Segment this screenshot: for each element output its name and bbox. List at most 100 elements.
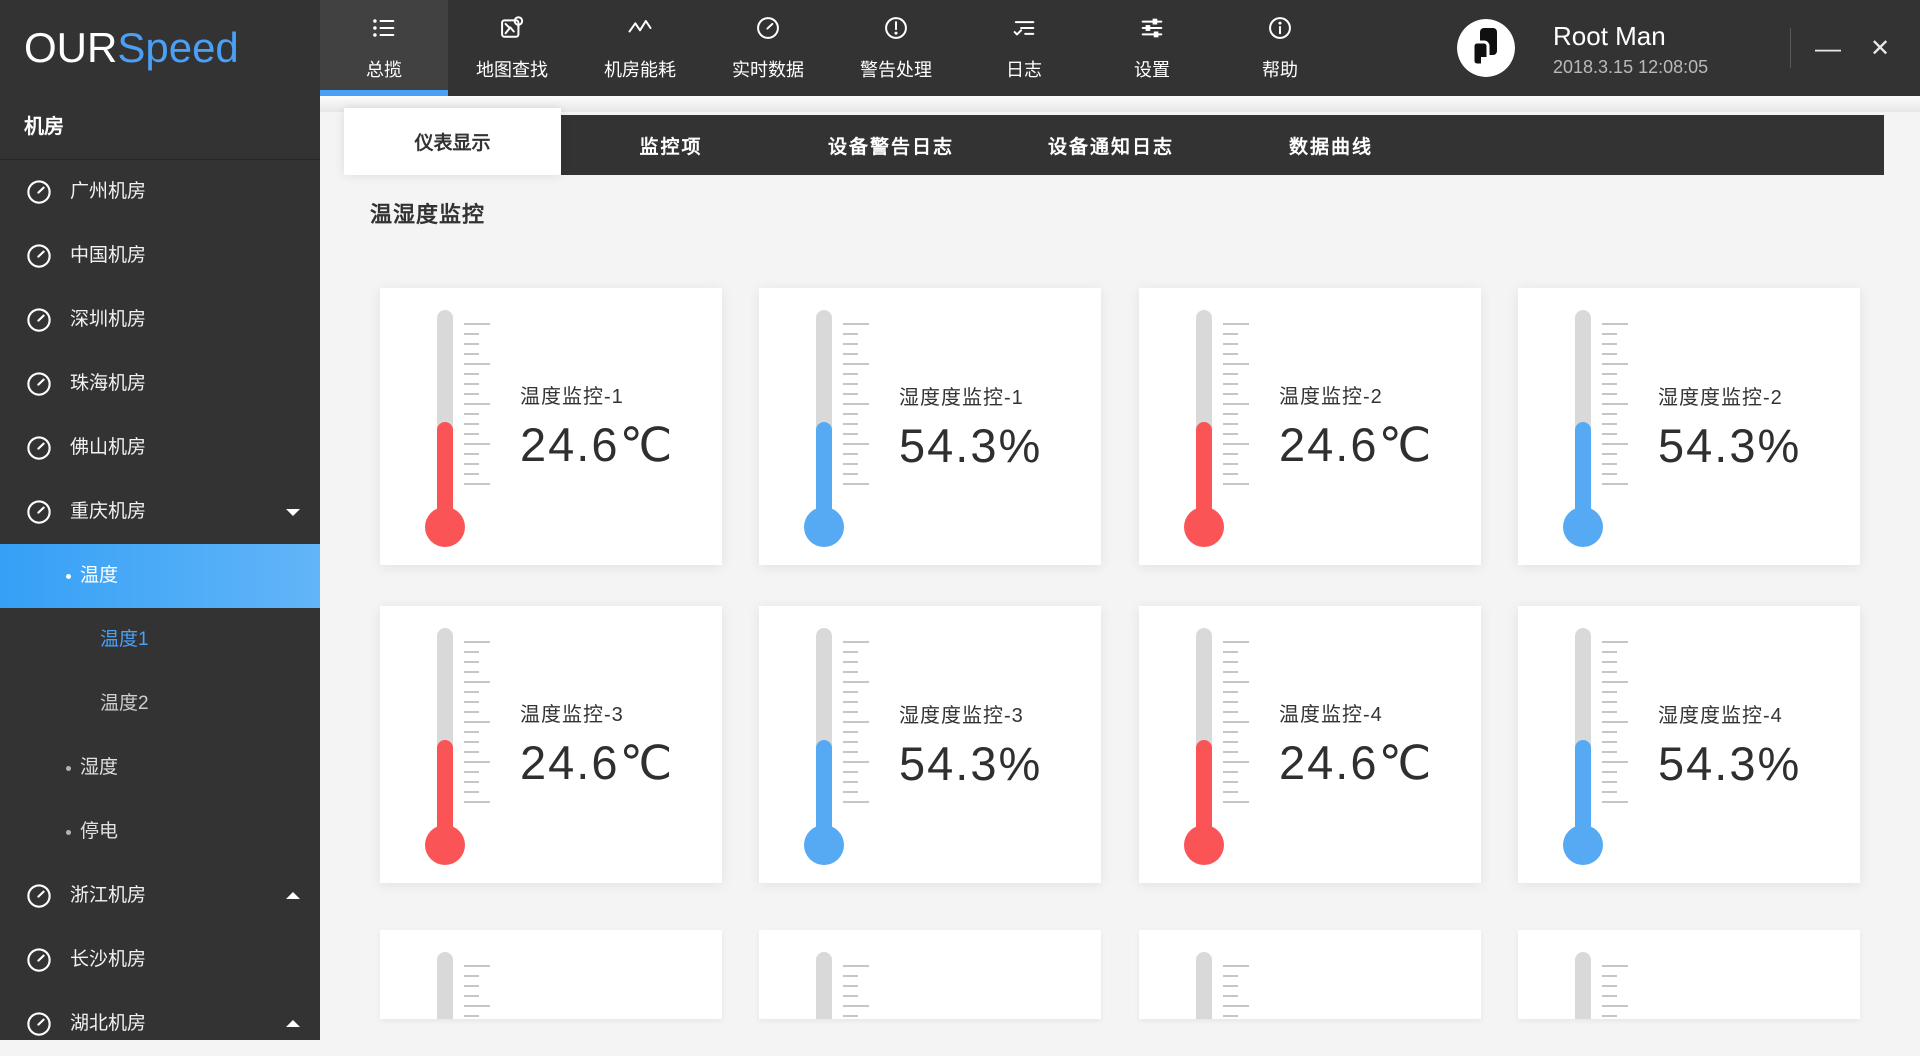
nav-item-realtime-data[interactable]: 实时数据 <box>704 0 832 96</box>
sidebar-item-zhuhai[interactable]: 珠海机房 <box>0 352 320 416</box>
sensor-title: 温度监控-2 <box>1279 386 1383 408</box>
chevron-up-icon[interactable] <box>286 892 300 899</box>
nav-label: 总揽 <box>366 60 402 80</box>
sensor-title: 湿度度监控-2 <box>1658 386 1783 409</box>
sidebar-item-hubei[interactable]: 湖北机房 <box>0 992 320 1056</box>
tab-device-alert-log[interactable]: 设备警告日志 <box>781 115 1001 175</box>
sliders-icon <box>1138 14 1166 47</box>
sidebar-divider <box>0 159 320 160</box>
map-search-icon <box>498 14 526 47</box>
close-icon: ✕ <box>1869 34 1891 62</box>
nav-item-energy[interactable]: 机房能耗 <box>576 0 704 96</box>
sidebar-item-changsha[interactable]: 长沙机房 <box>0 928 320 992</box>
thermometer-fill <box>1196 422 1212 522</box>
sidebar-item-zhejiang[interactable]: 浙江机房 <box>0 864 320 928</box>
bullet-icon <box>66 574 71 579</box>
sidebar-item-label: 重庆机房 <box>70 501 147 522</box>
sensor-value: 54.3% <box>1658 418 1802 472</box>
sidebar-item-chongqing[interactable]: 重庆机房 <box>0 480 320 544</box>
nav-item-logs[interactable]: 日志 <box>960 0 1088 96</box>
thermometer-scale <box>843 641 869 807</box>
overview-list-icon <box>370 14 398 47</box>
thermometer-scale <box>464 965 490 1019</box>
gauge-icon <box>24 305 54 335</box>
sensor-card-temperature-1: 温度监控-1 24.6℃ <box>380 288 722 565</box>
energy-trend-icon <box>626 14 654 47</box>
user-box[interactable]: Root Man 2018.3.15 12:08:05 <box>1457 19 1787 77</box>
tab-label: 设备通知日志 <box>1047 136 1174 158</box>
minimize-icon: — <box>1815 32 1841 63</box>
tab-device-notice-log[interactable]: 设备通知日志 <box>1001 115 1221 175</box>
nav-label: 地图查找 <box>476 60 548 80</box>
thermometer-scale <box>464 323 490 489</box>
thermometer-bulb <box>804 507 844 547</box>
sidebar-subsubitem-temperature-2[interactable]: 温度2 <box>0 672 320 736</box>
sensor-card-partial <box>380 930 722 1019</box>
thermometer-scale <box>843 323 869 489</box>
sensor-title: 湿度度监控-1 <box>899 386 1024 409</box>
gauge-icon <box>24 177 54 207</box>
thermometer-scale <box>1602 965 1628 1019</box>
close-button[interactable]: ✕ <box>1858 0 1902 96</box>
gauge-icon <box>24 241 54 271</box>
top-nav: 总揽 地图查找 机房能耗 实时数据 警告处理 <box>320 0 1344 96</box>
sidebar-subitem-humidity[interactable]: 湿度 <box>0 736 320 800</box>
sidebar-item-shenzhen[interactable]: 深圳机房 <box>0 288 320 352</box>
logo-accent: Speed <box>117 24 239 71</box>
nav-item-overview[interactable]: 总揽 <box>320 0 448 96</box>
sidebar-item-zhongguo[interactable]: 中国机房 <box>0 224 320 288</box>
top-bar: OURSpeed 总揽 地图查找 机房能耗 实时数据 <box>0 0 1920 96</box>
log-list-icon <box>1010 14 1038 47</box>
window-divider <box>1790 28 1791 68</box>
sidebar-item-foshan[interactable]: 佛山机房 <box>0 416 320 480</box>
sidebar-item-label: 中国机房 <box>70 245 147 266</box>
gauge-icon <box>24 433 54 463</box>
tab-gauge-display[interactable]: 仪表显示 <box>344 108 561 175</box>
thermometer-scale <box>843 965 869 1019</box>
sidebar-subitem-temperature[interactable]: 温度 <box>0 544 320 608</box>
sidebar-item-label: 珠海机房 <box>70 373 147 394</box>
thermometer-bulb <box>1563 825 1603 865</box>
nav-item-help[interactable]: 帮助 <box>1216 0 1344 96</box>
sensor-card-partial <box>1518 930 1860 1019</box>
sidebar: 机房 广州机房 中国机房 深圳机房 珠海机房 佛山机房 重庆机房 温度 温度1 … <box>0 96 320 1040</box>
nav-item-settings[interactable]: 设置 <box>1088 0 1216 96</box>
user-name: Root Man <box>1553 21 1666 51</box>
thermometer-bulb <box>425 825 465 865</box>
nav-label: 警告处理 <box>860 60 932 80</box>
sidebar-item-label: 广州机房 <box>70 181 147 202</box>
minimize-button[interactable]: — <box>1806 0 1850 96</box>
sidebar-item-label: 佛山机房 <box>70 437 147 458</box>
nav-label: 实时数据 <box>732 60 804 80</box>
thermometer-tube <box>437 952 453 1019</box>
sensor-title: 温度监控-3 <box>520 704 624 726</box>
tab-data-curve[interactable]: 数据曲线 <box>1221 115 1441 175</box>
sensor-value: 54.3% <box>899 418 1043 472</box>
alert-circle-icon <box>882 14 910 47</box>
sensor-card-humidity-3: 湿度度监控-3 54.3% <box>759 606 1101 883</box>
tab-label: 数据曲线 <box>1288 136 1373 158</box>
gauge-icon <box>754 14 782 47</box>
tab-label: 监控项 <box>639 136 703 158</box>
sensor-card-partial <box>759 930 1101 1019</box>
thermometer-fill <box>1575 740 1591 840</box>
thermometer-tube <box>1196 952 1212 1019</box>
sidebar-subsubitem-temperature-1[interactable]: 温度1 <box>0 608 320 672</box>
thermometer-fill <box>437 740 453 840</box>
info-circle-icon <box>1266 14 1294 47</box>
chevron-down-icon[interactable] <box>286 509 300 516</box>
nav-item-map-search[interactable]: 地图查找 <box>448 0 576 96</box>
sidebar-subitem-power-outage[interactable]: 停电 <box>0 800 320 864</box>
sensor-title: 温度监控-4 <box>1279 704 1383 726</box>
sidebar-item-guangzhou[interactable]: 广州机房 <box>0 160 320 224</box>
thermometer-bulb <box>425 507 465 547</box>
bullet-icon <box>66 830 71 835</box>
tab-monitor-items[interactable]: 监控项 <box>561 115 781 175</box>
sensor-title: 温度监控-1 <box>520 386 624 408</box>
thermometer-fill <box>437 422 453 522</box>
sensor-value: 54.3% <box>899 736 1043 790</box>
thermometer-fill <box>816 740 832 840</box>
chevron-up-icon[interactable] <box>286 1020 300 1027</box>
nav-item-alerts[interactable]: 警告处理 <box>832 0 960 96</box>
avatar <box>1457 19 1515 77</box>
